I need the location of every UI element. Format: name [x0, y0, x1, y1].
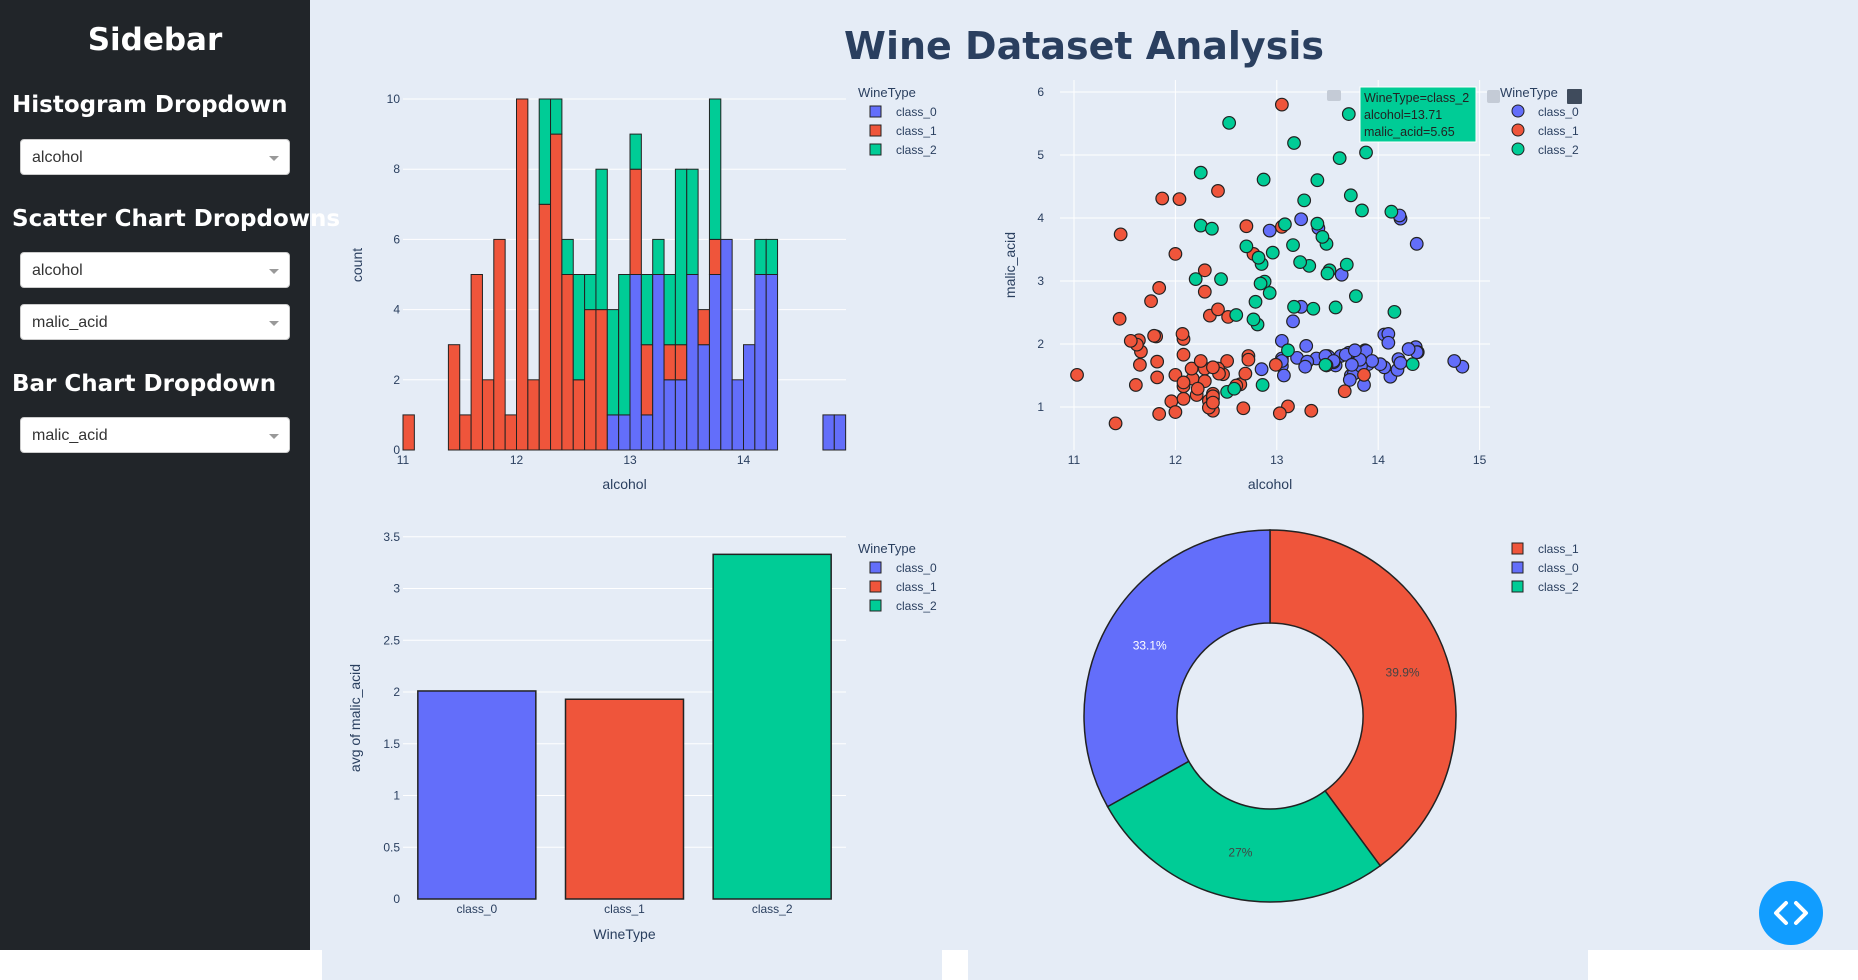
scatter-x-dropdown[interactable]: alcohol [20, 252, 290, 288]
chevron-down-icon [269, 434, 279, 439]
hist-bar [652, 238, 665, 275]
hist-bar [493, 238, 506, 451]
hist-bar [708, 274, 722, 451]
hist-bar [584, 274, 597, 311]
hist-bar [572, 274, 586, 381]
hist-bar [731, 379, 745, 451]
sidebar: Sidebar Histogram Dropdown alcohol Scatt… [0, 0, 340, 950]
hist-y-tick: 8 [393, 162, 400, 176]
hist-bar [516, 98, 529, 451]
hist-bar [640, 414, 654, 451]
hist-bar [708, 98, 722, 240]
hist-x-tick: 11 [397, 453, 410, 467]
hist-bar [674, 344, 688, 381]
chevron-down-icon [269, 269, 279, 274]
hist-y-label: count [349, 248, 365, 282]
hist-bar [470, 274, 483, 451]
hist-bar [765, 274, 779, 451]
hist-legend-item: class_2 [896, 143, 937, 157]
histogram-dropdown-label: Histogram Dropdown [12, 92, 288, 118]
hist-bar [697, 344, 710, 451]
hist-bar [561, 274, 574, 451]
hist-y-tick: 6 [393, 232, 400, 246]
hist-bar [833, 414, 847, 451]
scatter-y-dropdown[interactable]: malic_acid [20, 304, 290, 340]
scatter-dropdowns-label: Scatter Chart Dropdowns [12, 206, 341, 232]
hist-x-label: alcohol [602, 476, 646, 492]
hist-bar [459, 414, 472, 451]
hist-bar [674, 168, 688, 346]
hist-legend-swatch [869, 124, 882, 137]
hist-bar [538, 98, 552, 205]
hist-y-tick: 10 [387, 92, 401, 106]
hist-bar [765, 238, 779, 275]
hist-bar [481, 379, 495, 451]
hist-bar [629, 133, 642, 170]
hist-y-tick: 4 [393, 303, 400, 317]
hist-bar [822, 414, 835, 451]
hist-bar [618, 414, 631, 451]
hist-bar [663, 274, 676, 346]
hist-x-tick: 14 [737, 453, 751, 467]
hist-bar [584, 309, 597, 451]
hist-bar [550, 98, 563, 135]
sidebar-title: Sidebar [87, 22, 223, 58]
hist-bar [663, 344, 676, 381]
hist-y-tick: 0 [393, 443, 400, 457]
hist-bar [595, 309, 608, 451]
hist-bar [640, 344, 654, 416]
hist-bar [402, 414, 415, 451]
hist-legend-item: class_0 [896, 105, 937, 119]
code-brackets-icon [1774, 901, 1808, 925]
hist-bar [447, 344, 461, 451]
code-toggle-button[interactable] [1759, 881, 1823, 945]
hist-bar [652, 274, 665, 451]
hist-bar [538, 203, 552, 451]
bar-dropdown-value: malic_acid [32, 427, 108, 444]
hist-bar [550, 133, 563, 451]
strip-block-left [322, 950, 942, 980]
hist-legend-item: class_1 [896, 124, 937, 138]
hist-bar [629, 274, 642, 451]
histogram-dropdown[interactable]: alcohol [20, 139, 290, 175]
hist-bar [686, 168, 699, 275]
histogram-dropdown-value: alcohol [32, 149, 83, 166]
hist-bar [708, 238, 722, 275]
hist-bar [720, 238, 733, 451]
hist-bar [629, 168, 642, 275]
hist-bar [561, 238, 574, 275]
scatter-x-dropdown-value: alcohol [32, 262, 83, 279]
page-title: Wine Dataset Analysis [844, 24, 1324, 68]
hist-x-tick: 13 [623, 453, 637, 467]
hist-bar [754, 238, 767, 275]
hist-bar [686, 274, 699, 451]
hist-bar [606, 309, 620, 416]
scatter-y-dropdown-value: malic_acid [32, 314, 108, 331]
chevron-down-icon [269, 321, 279, 326]
hist-legend-swatch [869, 143, 882, 156]
hist-bar [527, 379, 540, 451]
hist-bar [618, 274, 631, 416]
bar-dropdown-label: Bar Chart Dropdown [12, 371, 277, 397]
hist-bar [640, 274, 654, 346]
hist-bar [674, 379, 688, 451]
hist-bar [663, 379, 676, 451]
hist-legend-title: WineType [858, 85, 916, 100]
hist-bar [595, 168, 608, 311]
hist-bar [743, 344, 756, 451]
bar-dropdown[interactable]: malic_acid [20, 417, 290, 453]
hist-legend-swatch [869, 105, 882, 118]
hist-x-tick: 12 [510, 453, 524, 467]
strip-block-right [968, 950, 1588, 980]
hist-bar [754, 274, 767, 451]
hist-bar [504, 414, 517, 451]
hist-bar [606, 414, 620, 451]
hist-bar [697, 309, 710, 346]
hist-y-tick: 2 [393, 373, 400, 387]
hist-bar [572, 379, 586, 451]
chevron-down-icon [269, 156, 279, 161]
